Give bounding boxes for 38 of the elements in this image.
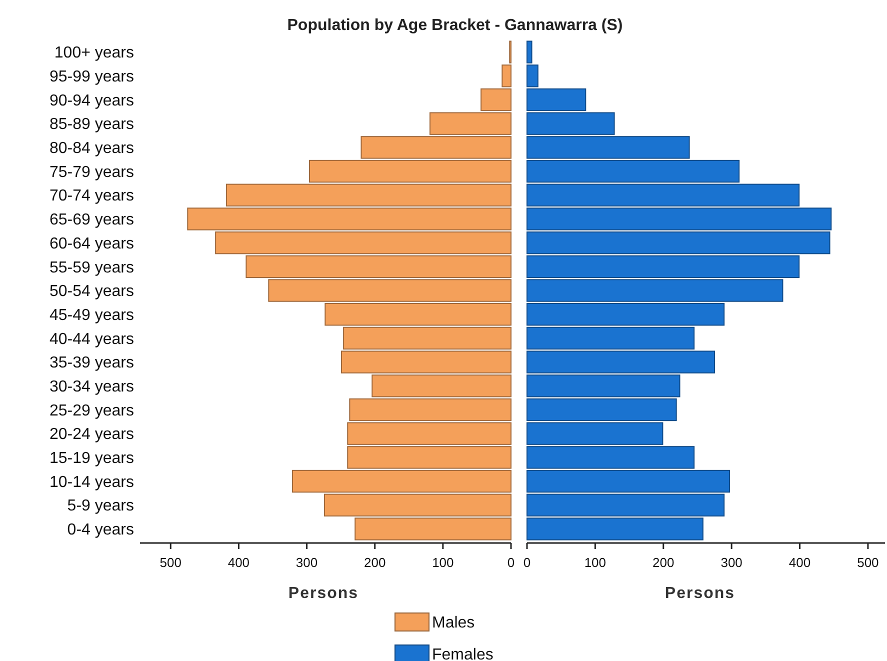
x-tick-label: 500 <box>857 555 879 570</box>
x-tick-label: 0 <box>507 555 515 570</box>
y-tick-label: 45-49 years <box>50 306 134 324</box>
y-tick-label: 95-99 years <box>50 68 134 86</box>
y-tick-label: 15-19 years <box>50 450 134 468</box>
x-tick-label: 300 <box>296 555 318 570</box>
y-tick-label: 60-64 years <box>50 235 134 252</box>
x-tick-label: 0 <box>523 555 531 570</box>
y-tick-label: 75-79 years <box>50 164 134 181</box>
x-tick-label: 200 <box>652 555 674 570</box>
y-tick-label: 35-39 years <box>50 354 134 372</box>
y-tick-label: 5-9 years <box>67 498 134 515</box>
y-tick-label: 10-14 years <box>50 474 134 491</box>
y-tick-label: 20-24 years <box>50 426 134 444</box>
y-tick-label: 70-74 years <box>50 188 134 205</box>
y-tick-label: 40-44 years <box>50 330 134 348</box>
y-tick-label: 65-69 years <box>50 212 134 229</box>
x-axis-title: Persons <box>664 585 736 602</box>
y-tick-label: 25-29 years <box>50 402 134 420</box>
y-tick-label: 100+ years <box>54 44 134 62</box>
x-tick-label: 300 <box>720 555 742 570</box>
x-tick-label: 400 <box>228 555 250 570</box>
x-tick-label: 400 <box>788 555 811 570</box>
y-tick-label: 50-54 years <box>50 283 134 300</box>
y-tick-label: 30-34 years <box>50 378 134 396</box>
x-tick-label: 100 <box>432 555 454 570</box>
legend-label: Males <box>432 614 475 632</box>
x-axis-title: Persons <box>288 585 359 602</box>
x-tick-label: 200 <box>364 555 386 570</box>
y-tick-label: 55-59 years <box>50 259 134 276</box>
x-tick-label: 500 <box>160 555 182 570</box>
y-tick-label: 90-94 years <box>50 92 134 110</box>
chart-title: Population by Age Bracket - Gannawarra (S) <box>287 17 623 34</box>
x-tick-label: 100 <box>584 555 606 570</box>
legend-label: Females <box>432 646 494 661</box>
y-tick-label: 80-84 years <box>50 140 134 158</box>
y-tick-label: 0-4 years <box>67 522 134 539</box>
y-tick-label: 85-89 years <box>50 116 134 134</box>
